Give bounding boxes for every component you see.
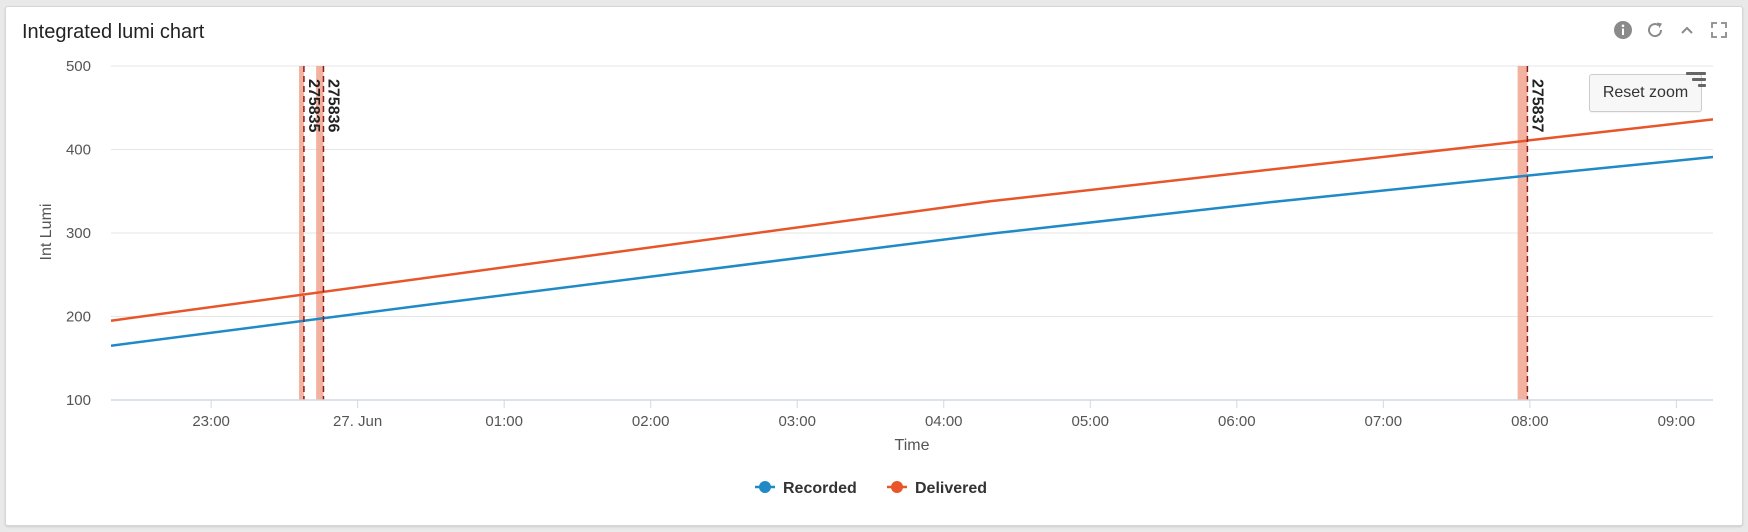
x-tick-label: 04:00 <box>925 413 963 430</box>
run-band <box>316 66 324 400</box>
fullscreen-icon[interactable] <box>1708 19 1730 41</box>
legend-marker <box>891 481 903 493</box>
x-tick-label: 06:00 <box>1218 413 1256 430</box>
refresh-icon[interactable] <box>1644 19 1666 41</box>
y-tick-label: 200 <box>66 309 91 326</box>
y-tick-label: 500 <box>66 58 91 75</box>
y-tick-label: 100 <box>66 392 91 409</box>
y-tick-label: 300 <box>66 225 91 242</box>
chart-menu-icon[interactable] <box>1684 70 1708 90</box>
axes: 100 200 300 400 500 23:00 27. Jun 01:00 02:00 03:… <box>66 58 1713 430</box>
series-line-recorded <box>110 155 1714 347</box>
run-band <box>299 66 304 400</box>
y-tick-label: 400 <box>66 142 91 159</box>
x-tick-label: 07:00 <box>1365 413 1403 430</box>
grid-lines <box>111 65 1713 317</box>
y-axis-title: Int Lumi <box>38 204 55 261</box>
run-markers: 275835 275836 275837 <box>303 66 1545 400</box>
series-lines <box>110 118 1714 347</box>
x-tick-label: 27. Jun <box>333 413 382 430</box>
x-tick-label: 01:00 <box>485 413 523 430</box>
x-tick-label: 23:00 <box>192 413 230 430</box>
x-tick-label: 03:00 <box>778 413 816 430</box>
run-label: 275836 <box>324 79 341 132</box>
chart-panel: Integrated lumi chart <box>5 6 1743 526</box>
x-tick-label: 02:00 <box>632 413 670 430</box>
x-tick-label: 05:00 <box>1071 413 1109 430</box>
series-line-delivered <box>110 118 1714 322</box>
legend-item-recorded[interactable]: Recorded <box>783 480 857 497</box>
run-band <box>1517 66 1528 400</box>
legend-marker <box>759 481 771 493</box>
panel-toolbar <box>1612 19 1730 41</box>
run-bands <box>299 66 1528 400</box>
legend: Recorded Delivered <box>755 480 987 497</box>
collapse-icon[interactable] <box>1676 19 1698 41</box>
reset-zoom-button[interactable]: Reset zoom <box>1589 74 1702 112</box>
x-axis-title: Time <box>895 437 930 454</box>
x-tick-label: 09:00 <box>1658 413 1696 430</box>
panel-title: Integrated lumi chart <box>22 21 205 43</box>
info-icon[interactable] <box>1612 19 1634 41</box>
legend-item-delivered[interactable]: Delivered <box>915 480 987 497</box>
run-label: 275837 <box>1528 79 1545 132</box>
run-label: 275835 <box>305 79 322 132</box>
x-tick-label: 08:00 <box>1511 413 1549 430</box>
